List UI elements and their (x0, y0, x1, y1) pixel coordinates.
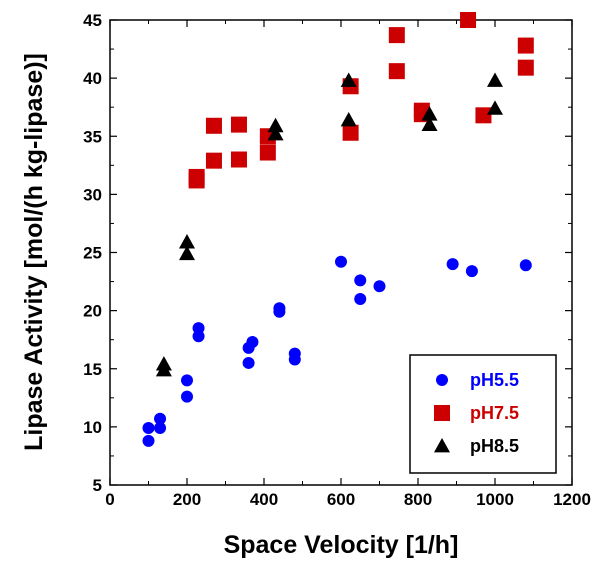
x-tick-label: 200 (173, 490, 201, 509)
y-tick-label: 5 (93, 476, 102, 495)
circle-point (273, 305, 286, 318)
y-tick-label: 25 (83, 244, 102, 263)
triangle-point (421, 116, 438, 132)
circle-point (154, 422, 167, 435)
circle-point (288, 353, 301, 366)
square-point (205, 152, 222, 169)
square-point (517, 37, 534, 54)
triangle-point (179, 245, 195, 261)
y-tick-label: 35 (83, 127, 102, 146)
x-tick-label: 1200 (553, 490, 591, 509)
triangle-point (340, 111, 357, 127)
legend-label: pH7.5 (470, 403, 519, 423)
circle-point (142, 422, 155, 435)
circle-point (519, 259, 532, 272)
circle-point (192, 330, 205, 343)
legend-label: pH5.5 (470, 370, 519, 390)
circle-point (335, 255, 347, 268)
triangle-point (421, 106, 438, 121)
circle-point (181, 374, 193, 387)
square-point (205, 117, 222, 134)
x-tick-label: 0 (105, 490, 114, 509)
square-point (388, 63, 405, 80)
triangle-point (179, 234, 195, 249)
triangle-point (487, 72, 503, 87)
square-point (230, 116, 247, 133)
y-tick-label: 30 (83, 185, 102, 204)
y-axis-title: Lipase Activity [mol/(h kg-lipase)] (20, 53, 48, 451)
axis-tick-labels: 0 200 400 600 800 1000 1200 5 10 15 20 25 30 35 40 45 (83, 11, 591, 509)
circle-point (373, 280, 386, 293)
square-point (188, 172, 205, 189)
y-tick-label: 45 (83, 11, 102, 30)
circle-point (242, 356, 255, 369)
triangle-point (487, 100, 503, 115)
circle-point (446, 258, 459, 271)
triangle-point (267, 117, 284, 133)
legend-label: pH8.5 (470, 436, 519, 456)
x-tick-label: 800 (404, 490, 432, 509)
legend-marker-circle (436, 374, 448, 386)
square-point (342, 124, 359, 141)
circle-point (354, 293, 367, 305)
series-pH5.5 (142, 255, 532, 447)
y-tick-label: 15 (83, 360, 102, 379)
circle-point (181, 390, 193, 403)
legend: pH5.5 pH7.5 pH8.5 (409, 354, 557, 474)
y-tick-label: 40 (83, 69, 102, 88)
triangle-point (267, 125, 284, 141)
x-axis-title: Space Velocity [1/h] (224, 531, 459, 559)
square-point (460, 12, 477, 28)
legend-marker-square (434, 405, 450, 421)
series-pH8.5 (155, 72, 503, 377)
square-point (259, 144, 276, 161)
legend-marker-triangle (434, 438, 450, 453)
triangle-point (340, 72, 357, 87)
circle-point (465, 265, 478, 278)
circle-point (246, 336, 259, 349)
y-tick-label: 10 (83, 418, 102, 437)
series-pH7.5 (188, 12, 534, 189)
data-points (142, 12, 534, 447)
square-point (388, 27, 405, 44)
circle-point (154, 412, 167, 425)
circle-point (354, 274, 367, 287)
x-tick-label: 1000 (476, 490, 514, 509)
triangle-point (155, 361, 172, 377)
square-point (517, 59, 534, 76)
axis-ticks (109, 19, 573, 486)
square-point (475, 107, 492, 124)
circle-point (142, 434, 155, 447)
y-tick-label: 20 (83, 302, 102, 321)
x-tick-label: 400 (250, 490, 278, 509)
square-point (230, 151, 247, 168)
x-tick-label: 600 (327, 490, 355, 509)
